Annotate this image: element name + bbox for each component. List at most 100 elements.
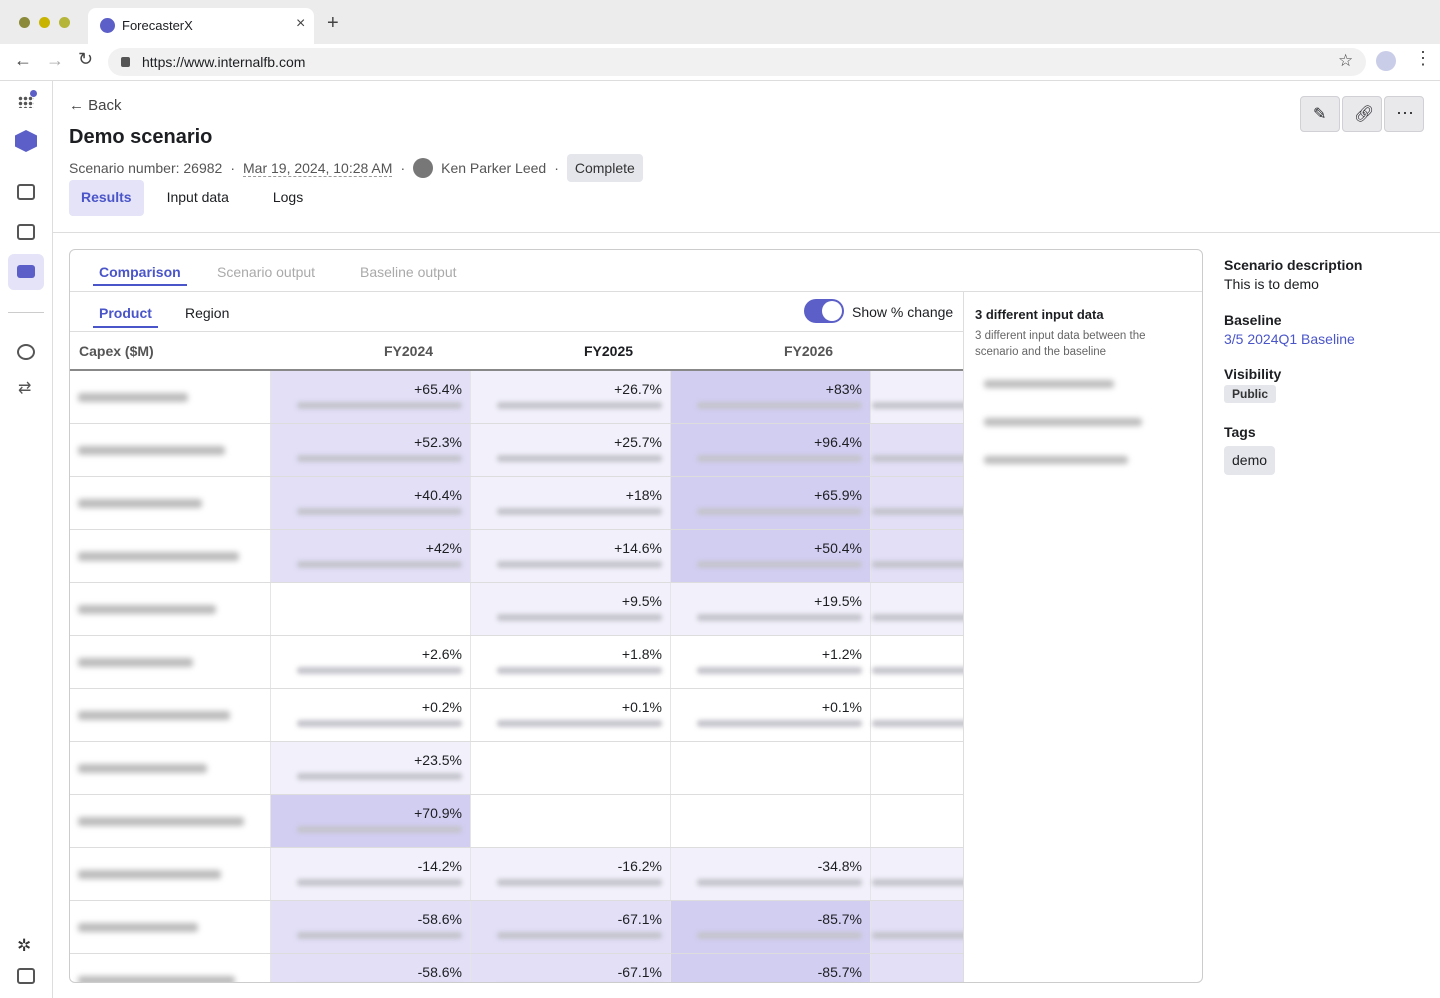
value-detail-blurred xyxy=(872,508,963,515)
percent-change: -85.7% xyxy=(817,911,862,927)
percent-change: +0.1% xyxy=(621,699,662,715)
table-cell xyxy=(870,954,963,982)
table-row: -14.2% -16.2% -34.8% xyxy=(70,848,963,901)
status-badge: Complete xyxy=(566,154,643,182)
table-row: -58.6% -67.1% -85.7% xyxy=(70,954,963,982)
toggle[interactable] xyxy=(804,299,844,323)
table-cell xyxy=(870,424,963,476)
table-cell: -34.8% xyxy=(670,848,870,900)
percent-change: +14.6% xyxy=(614,540,662,556)
value-detail-blurred xyxy=(497,561,662,568)
table-cell xyxy=(270,583,470,635)
table-row: -58.6% -67.1% -85.7% xyxy=(70,901,963,954)
back-link[interactable]: ← Back xyxy=(69,97,122,114)
percent-change: -85.7% xyxy=(817,964,862,980)
input-description: 3 different input data between the scena… xyxy=(975,330,1146,358)
percent-change: +2.6% xyxy=(421,646,462,662)
table-cell: +9.5% xyxy=(470,583,670,635)
table-cell: +0.1% xyxy=(470,689,670,741)
table-cell: -67.1% xyxy=(470,954,670,982)
table-cell xyxy=(870,795,963,847)
table-cell xyxy=(870,530,963,582)
subtab[interactable]: Comparison xyxy=(93,264,187,286)
table-cell: +1.2% xyxy=(670,636,870,688)
table-row: +9.5% +19.5% xyxy=(70,583,963,636)
column-header[interactable]: FY2024 xyxy=(384,343,434,359)
description-label: Scenario description xyxy=(1224,257,1363,273)
percent-change: +26.7% xyxy=(614,381,662,397)
edit-button[interactable]: ✎ xyxy=(1300,96,1340,132)
subtab[interactable]: Baseline output xyxy=(360,264,457,280)
table-cell: +0.1% xyxy=(670,689,870,741)
row-label-blurred xyxy=(78,499,202,508)
table-row: +65.4% +26.7% +83% xyxy=(70,371,963,424)
table-cell xyxy=(870,636,963,688)
percent-change: +52.3% xyxy=(414,434,462,450)
group-tab[interactable]: Region xyxy=(185,305,230,321)
more-button[interactable]: ··· xyxy=(1384,96,1424,132)
row-label-blurred xyxy=(78,658,193,667)
value-detail-blurred xyxy=(297,561,462,568)
table-cell: -58.6% xyxy=(270,954,470,982)
tags-label: Tags xyxy=(1224,424,1256,440)
table-cell xyxy=(670,742,870,794)
baseline-link[interactable]: 3/5 2024Q1 Baseline xyxy=(1224,331,1355,347)
row-label-blurred xyxy=(78,446,225,455)
percent-change: +65.9% xyxy=(814,487,862,503)
percent-change: +65.4% xyxy=(414,381,462,397)
row-label-blurred xyxy=(78,923,198,932)
row-label-blurred xyxy=(78,552,239,561)
percent-change: -58.6% xyxy=(417,964,462,980)
row-label-blurred xyxy=(78,764,207,773)
value-detail-blurred xyxy=(697,402,862,409)
table-cell: +70.9% xyxy=(270,795,470,847)
value-detail-blurred xyxy=(497,720,662,727)
value-detail-blurred xyxy=(497,932,662,939)
column-header[interactable]: FY2026 xyxy=(784,343,834,359)
percent-change: -67.1% xyxy=(617,964,662,980)
url-field[interactable]: https://www.internalfb.com ☆ xyxy=(108,48,1366,76)
value-detail-blurred xyxy=(697,561,862,568)
table-cell: +19.5% xyxy=(670,583,870,635)
table-cell: -85.7% xyxy=(670,954,870,982)
percent-change: +1.2% xyxy=(821,646,862,662)
table-row: +40.4% +18% +65.9% xyxy=(70,477,963,530)
value-detail-blurred xyxy=(297,508,462,515)
table-cell xyxy=(870,583,963,635)
tag: demo xyxy=(1224,446,1276,475)
table-cell xyxy=(870,477,963,529)
table-row: +2.6% +1.8% +1.2% xyxy=(70,636,963,689)
tab[interactable]: Logs xyxy=(272,189,304,205)
value-detail-blurred xyxy=(297,455,462,462)
value-detail-blurred xyxy=(872,667,963,674)
page-title: Demo scenario xyxy=(69,126,213,148)
url: https://www.internalfb.com xyxy=(142,54,306,70)
table-cell: -58.6% xyxy=(270,901,470,953)
column-header[interactable]: FY2025 xyxy=(584,343,634,359)
table-cell: +0.2% xyxy=(270,689,470,741)
subtab[interactable]: Scenario output xyxy=(217,264,316,280)
row-header-title: Capex ($M) xyxy=(79,343,154,359)
table-cell: +26.7% xyxy=(470,371,670,423)
sidebar: ⇄ ✲ xyxy=(0,80,53,998)
baseline-label: Baseline xyxy=(1224,312,1282,328)
table-cell xyxy=(870,742,963,794)
browser-tab[interactable]: ForecasterX × xyxy=(88,8,314,44)
percent-change: +0.1% xyxy=(821,699,862,715)
value-detail-blurred xyxy=(297,720,462,727)
table-cell: +40.4% xyxy=(270,477,470,529)
row-label-blurred xyxy=(78,976,235,982)
value-detail-blurred xyxy=(872,455,963,462)
group-tab[interactable]: Product xyxy=(93,305,158,328)
row-label-blurred xyxy=(78,817,244,826)
percent-change: +83% xyxy=(825,381,862,397)
table-cell: +65.4% xyxy=(270,371,470,423)
subtabs: Comparison Scenario output Baseline output xyxy=(70,250,1202,292)
percent-change: -14.2% xyxy=(417,858,462,874)
tab[interactable]: Results xyxy=(69,180,144,216)
table-row: +42% +14.6% +50.4% xyxy=(70,530,963,583)
link-button[interactable]: 🔗︎ xyxy=(1342,96,1382,132)
tab[interactable]: Input data xyxy=(166,189,229,205)
value-detail-blurred xyxy=(872,561,963,568)
new-tab[interactable]: + xyxy=(327,12,339,34)
